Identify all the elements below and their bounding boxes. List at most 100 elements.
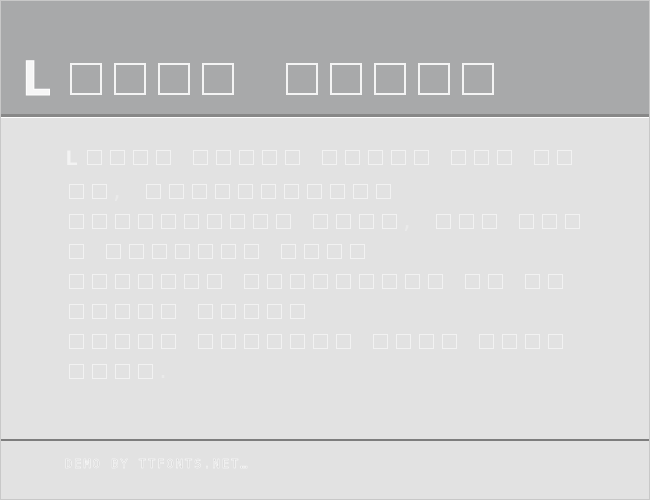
body-glyph-box xyxy=(534,150,549,165)
body-glyph-box xyxy=(345,150,360,165)
body-glyph-box xyxy=(146,184,161,199)
body-glyph-box xyxy=(391,150,406,165)
body-glyph-box xyxy=(110,150,125,165)
body-cap-glyph: L xyxy=(65,143,83,176)
body-glyph-box xyxy=(313,214,328,229)
body-line: , xyxy=(65,206,585,266)
body-glyph-box xyxy=(161,274,176,289)
body-glyph-box xyxy=(115,214,130,229)
body-glyph-box xyxy=(115,274,130,289)
body-glyph-box xyxy=(192,184,207,199)
body-glyph-box xyxy=(115,334,130,349)
body-glyph-box xyxy=(322,150,337,165)
body-glyph-box xyxy=(169,184,184,199)
body-glyph-box xyxy=(184,214,199,229)
title-glyph-box xyxy=(158,63,190,95)
title-glyph-box xyxy=(374,63,406,95)
body-line: L, xyxy=(65,142,585,206)
body-glyph-box xyxy=(161,214,176,229)
body-punct: . xyxy=(157,359,174,383)
body-glyph-box xyxy=(69,184,84,199)
body-glyph-box xyxy=(442,334,457,349)
body-glyph-box xyxy=(184,274,199,289)
body-glyph-box xyxy=(290,304,305,319)
body-glyph-box xyxy=(336,214,351,229)
body-glyph-box xyxy=(382,214,397,229)
body-glyph-box xyxy=(69,304,84,319)
body-glyph-box xyxy=(451,150,466,165)
title-glyph-box xyxy=(462,63,494,95)
body-glyph-box xyxy=(129,244,144,259)
body-glyph-box xyxy=(115,304,130,319)
body-glyph-box xyxy=(419,334,434,349)
body-glyph-box xyxy=(276,214,291,229)
body-glyph-box xyxy=(69,364,84,379)
body-glyph-box xyxy=(285,150,300,165)
body-glyph-box xyxy=(221,244,236,259)
body-glyph-box xyxy=(565,214,580,229)
body-glyph-box xyxy=(428,274,443,289)
body-glyph-box xyxy=(307,184,322,199)
title-cap-glyph: L xyxy=(21,52,64,111)
body-glyph-box xyxy=(359,214,374,229)
body-glyph-box xyxy=(238,184,253,199)
body-glyph-box xyxy=(488,274,503,289)
body-glyph-box xyxy=(221,334,236,349)
body-glyph-box xyxy=(267,274,282,289)
body-glyph-box xyxy=(198,304,213,319)
body-glyph-box xyxy=(92,364,107,379)
body-glyph-box xyxy=(253,214,268,229)
title-glyph-box xyxy=(202,63,234,95)
body-glyph-box xyxy=(262,150,277,165)
body-glyph-box xyxy=(92,214,107,229)
body-glyph-box xyxy=(156,150,171,165)
content-area: L,,. xyxy=(1,117,649,439)
body-glyph-box xyxy=(138,274,153,289)
body-glyph-box xyxy=(198,334,213,349)
body-glyph-box xyxy=(92,304,107,319)
body-glyph-box xyxy=(69,334,84,349)
body-glyph-box xyxy=(244,274,259,289)
title-glyph-box xyxy=(286,63,318,95)
body-glyph-box xyxy=(336,274,351,289)
body-glyph-box xyxy=(133,150,148,165)
body-glyph-box xyxy=(479,334,494,349)
body-glyph-box xyxy=(161,334,176,349)
body-glyph-box xyxy=(198,244,213,259)
body-glyph-box xyxy=(207,214,222,229)
body-glyph-box xyxy=(115,364,130,379)
body-glyph-box xyxy=(304,244,319,259)
body-glyph-box xyxy=(216,150,231,165)
body-glyph-box xyxy=(92,274,107,289)
body-glyph-box xyxy=(382,274,397,289)
body-glyph-box xyxy=(92,184,107,199)
body-glyph-box xyxy=(92,334,107,349)
body-glyph-box xyxy=(497,150,512,165)
body-glyph-box xyxy=(474,150,489,165)
body-glyph-box xyxy=(525,334,540,349)
body-punct: , xyxy=(111,179,128,203)
body-glyph-box xyxy=(373,334,388,349)
body-glyph-box xyxy=(542,214,557,229)
body-glyph-box xyxy=(138,334,153,349)
body-glyph-box xyxy=(330,184,345,199)
body-glyph-box xyxy=(244,244,259,259)
body-glyph-box xyxy=(267,304,282,319)
body-glyph-box xyxy=(525,274,540,289)
body-glyph-box xyxy=(502,334,517,349)
body-glyph-box xyxy=(152,244,167,259)
body-glyph-box xyxy=(548,334,563,349)
body-glyph-box xyxy=(436,214,451,229)
header-bar: L xyxy=(1,1,649,117)
body-glyph-box xyxy=(557,150,572,165)
body-glyph-box xyxy=(138,214,153,229)
body-paragraph: L,,. xyxy=(65,142,585,386)
body-glyph-box xyxy=(207,274,222,289)
body-glyph-box xyxy=(261,184,276,199)
body-glyph-box xyxy=(193,150,208,165)
body-glyph-box xyxy=(267,334,282,349)
body-glyph-box xyxy=(161,304,176,319)
body-glyph-box xyxy=(281,244,296,259)
body-glyph-box xyxy=(327,244,342,259)
body-glyph-box xyxy=(138,364,153,379)
